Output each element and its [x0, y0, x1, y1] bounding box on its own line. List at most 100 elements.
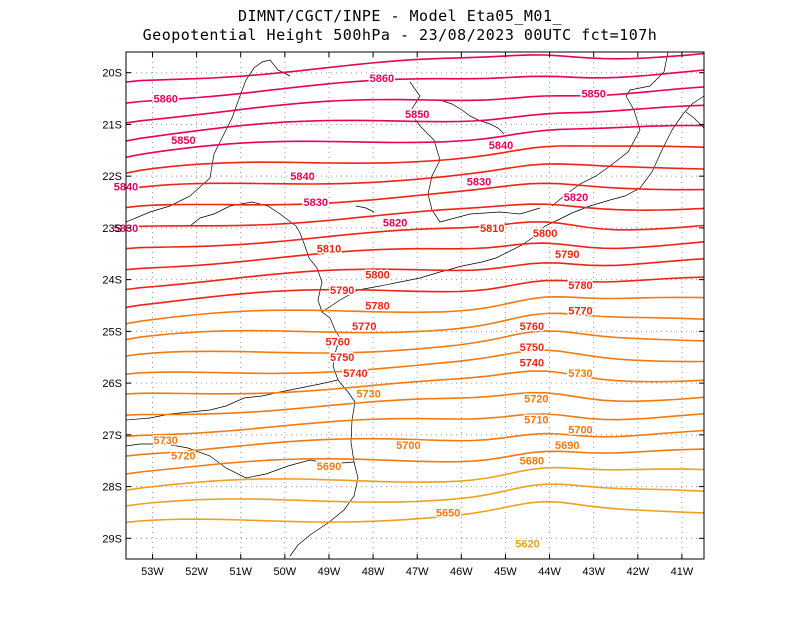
contour-label: 5820	[564, 192, 588, 204]
contour-line-5770	[126, 221, 704, 250]
y-tick-label: 29S	[102, 533, 122, 545]
contour-label: 5860	[370, 73, 394, 85]
y-tick-label: 22S	[102, 171, 122, 183]
height-contours	[126, 52, 704, 524]
plot-frame	[125, 51, 705, 560]
contour-label: 5750	[330, 352, 354, 364]
y-tick-label: 20S	[102, 68, 122, 80]
contour-line-5620	[126, 500, 704, 524]
contour-line-5710	[126, 330, 704, 357]
state-border	[439, 207, 541, 223]
contour-label: 5620	[515, 538, 539, 550]
state-border	[625, 52, 669, 97]
map-title-line-1: DIMNT/CGCT/INPE - Model Eta05_M01_	[237, 7, 563, 25]
contour-label: 5720	[524, 394, 548, 406]
y-tick-label: 26S	[102, 378, 122, 390]
contour-label: 5850	[171, 135, 195, 147]
y-tick-label: 23S	[102, 223, 122, 235]
x-tick-label: 45W	[494, 566, 517, 578]
contour-label: 5700	[396, 440, 420, 452]
axis-ticks: 53W 52W 51W 50W 49W 48W 47W 46W 45W 44W 43W 42W 41W 2…	[102, 52, 704, 578]
contour-line-5670	[126, 412, 704, 437]
contour-line-5750	[126, 258, 704, 291]
contour-label: 5830	[303, 197, 327, 209]
contour-label: 5790	[555, 249, 579, 261]
x-tick-label: 47W	[406, 566, 429, 578]
contour-label: 5760	[326, 337, 350, 349]
state-border	[126, 443, 355, 479]
contour-label: 5760	[520, 321, 544, 333]
contour-label: 5780	[568, 280, 592, 292]
contour-label: 5700	[568, 425, 592, 437]
river	[439, 99, 505, 135]
contour-label: 5830	[467, 176, 491, 188]
contour-label: 5730	[356, 388, 380, 400]
plot-area	[126, 52, 704, 559]
contour-label: 5850	[581, 88, 605, 100]
contour-label: 5780	[365, 301, 389, 313]
contour-label: 5800	[365, 269, 389, 281]
x-tick-label: 48W	[362, 566, 385, 578]
contour-label: 5730	[568, 368, 592, 380]
contour-line-5730	[126, 295, 704, 325]
contour-line-5830	[126, 104, 704, 142]
x-tick-label: 46W	[450, 566, 473, 578]
contour-line-5780	[126, 203, 704, 229]
y-tick-label: 28S	[102, 482, 122, 494]
contour-line-5630	[126, 483, 704, 507]
contour-label: 5690	[317, 461, 341, 473]
contour-line-5790	[126, 182, 704, 209]
contour-line-5720	[126, 312, 704, 341]
contour-line-5640	[126, 466, 704, 491]
contour-line-5860	[126, 52, 704, 83]
x-tick-label: 53W	[141, 566, 164, 578]
river	[355, 205, 375, 213]
x-tick-label: 51W	[229, 566, 252, 578]
state-border	[409, 81, 441, 223]
contour-label: 5840	[290, 171, 314, 183]
y-tick-label: 21S	[102, 119, 122, 131]
contour-label: 5820	[383, 218, 407, 230]
contour-label: 5850	[405, 109, 429, 121]
y-tick-label: 24S	[102, 275, 122, 287]
contour-label: 5770	[352, 321, 376, 333]
contour-label: 5790	[330, 285, 354, 297]
contour-line-5810	[126, 145, 704, 174]
x-tick-label: 42W	[627, 566, 650, 578]
contour-label: 5800	[533, 228, 557, 240]
contour-line-5850	[126, 69, 704, 104]
map-title-line-2: Geopotential Height 500hPa - 23/08/2023 …	[142, 26, 658, 44]
y-tick-label: 25S	[102, 326, 122, 338]
contour-label: 5770	[568, 306, 592, 318]
contour-label: 5730	[153, 435, 177, 447]
contour-label: 5710	[524, 414, 548, 426]
contour-line-5700	[126, 349, 704, 375]
contour-line-5800	[126, 163, 704, 191]
x-tick-label: 49W	[318, 566, 341, 578]
x-tick-label: 52W	[185, 566, 208, 578]
contour-label: 5690	[555, 440, 579, 452]
x-tick-label: 43W	[582, 566, 605, 578]
coastline	[321, 95, 704, 313]
contour-line-5760	[126, 241, 704, 271]
y-tick-label: 27S	[102, 430, 122, 442]
contour-label: 5720	[171, 451, 195, 463]
contour-label: 5680	[520, 456, 544, 468]
contour-line-5820	[126, 124, 704, 159]
contour-line-5660	[126, 429, 704, 457]
x-tick-label: 44W	[538, 566, 561, 578]
contour-line-5690	[126, 370, 704, 395]
contour-label: 5810	[480, 223, 504, 235]
contour-line-5740	[126, 276, 704, 309]
contour-label: 5860	[153, 94, 177, 106]
x-tick-label: 41W	[671, 566, 694, 578]
x-tick-label: 50W	[274, 566, 297, 578]
contour-line-5840	[126, 86, 704, 124]
contour-label: 5650	[436, 507, 460, 519]
contour-label: 5810	[317, 244, 341, 256]
contour-label: 5840	[489, 140, 513, 152]
contour-line-5650	[126, 448, 704, 475]
contour-label: 5750	[520, 342, 544, 354]
